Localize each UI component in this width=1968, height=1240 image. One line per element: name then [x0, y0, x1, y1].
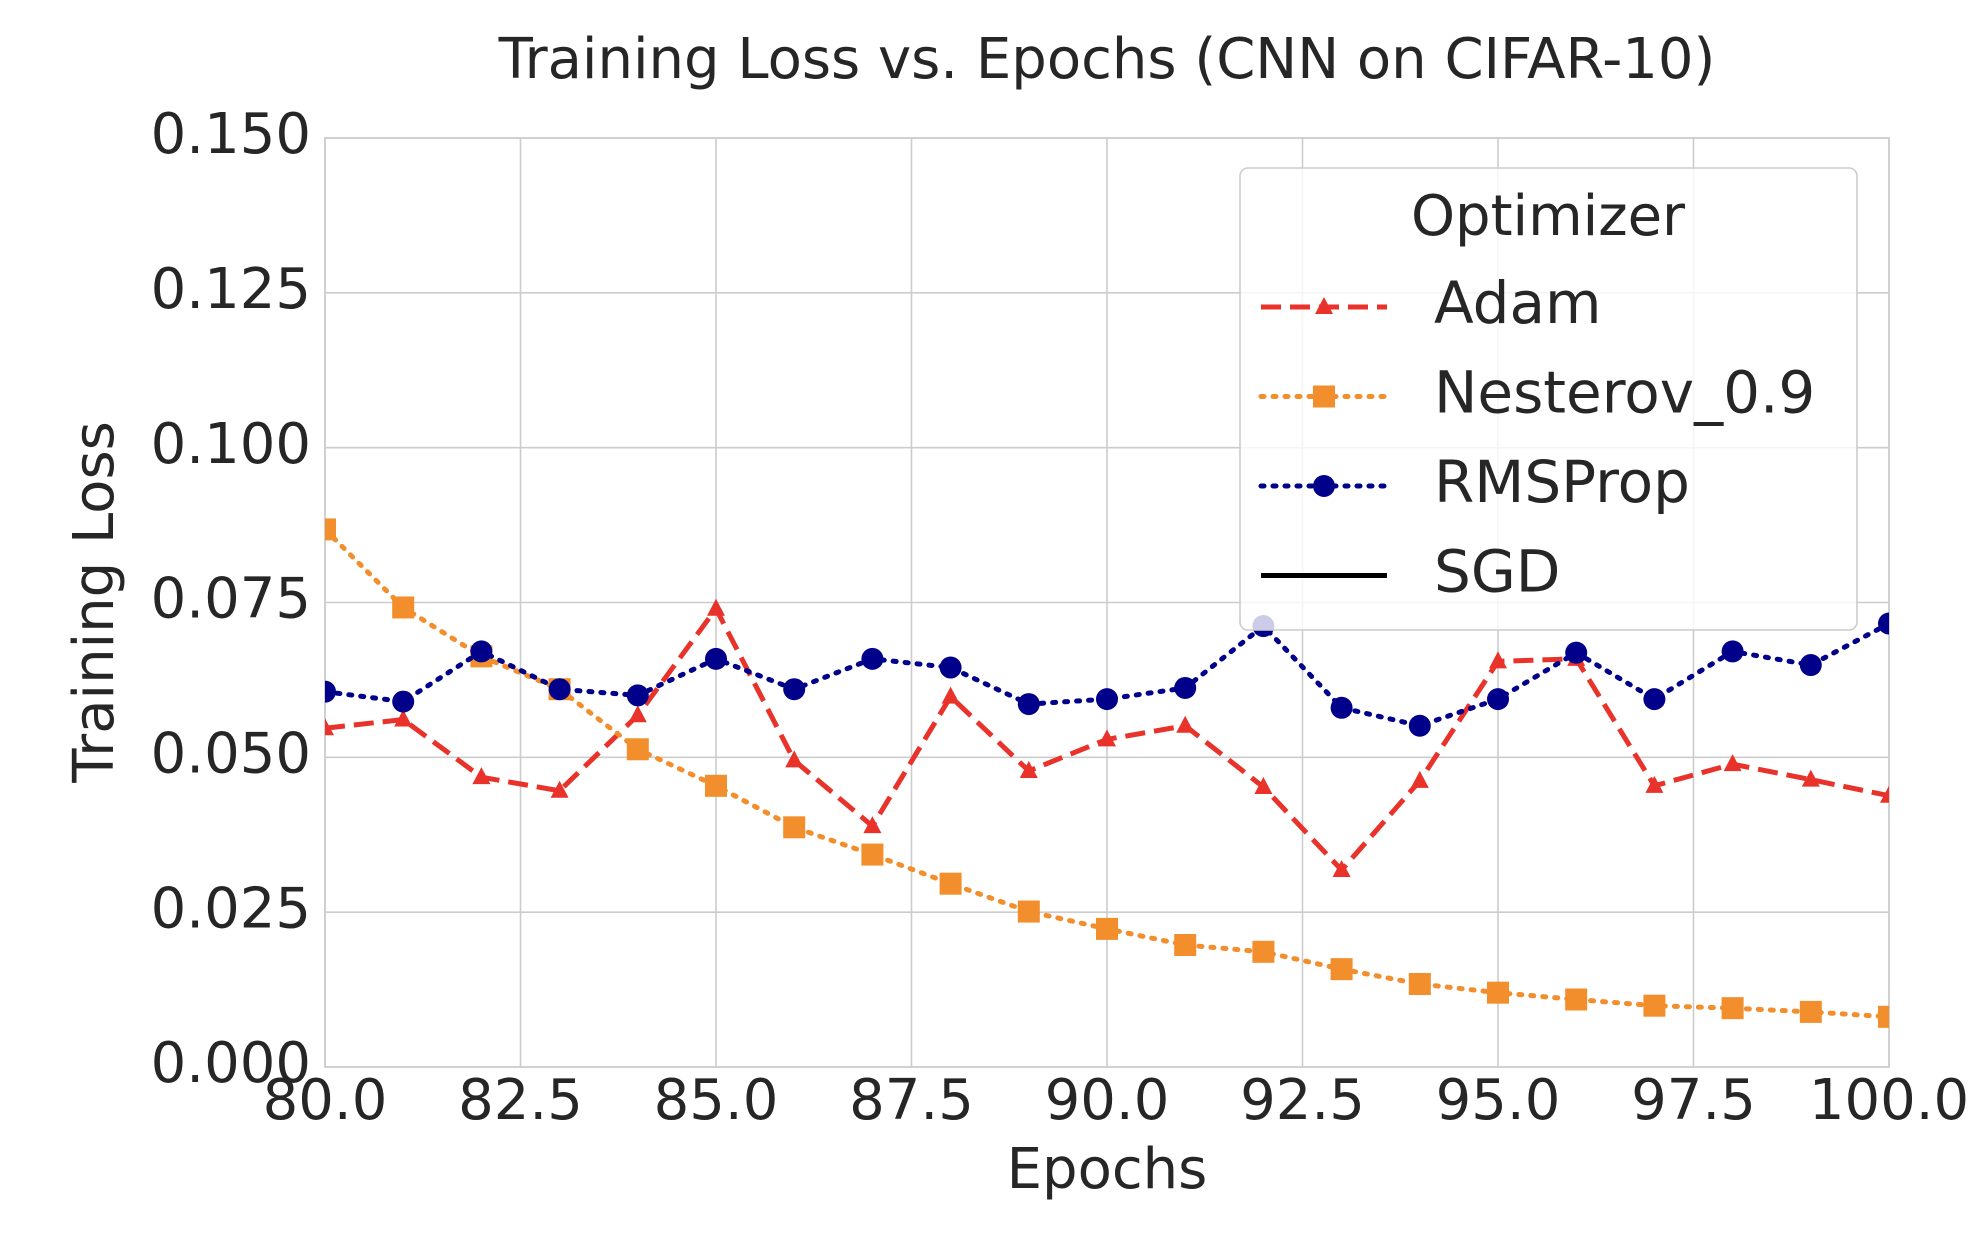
marker [1801, 769, 1820, 787]
marker [1799, 654, 1822, 677]
marker [1410, 770, 1429, 788]
legend-box [1239, 167, 1858, 631]
x-tick-label: 80.0 [263, 1068, 388, 1133]
marker [394, 709, 413, 727]
marker [1489, 651, 1507, 669]
marker [1017, 693, 1040, 716]
x-tick-label: 87.5 [849, 1068, 974, 1133]
marker [707, 598, 725, 616]
legend-label: Adam [1434, 269, 1602, 337]
marker [783, 816, 806, 839]
marker [1878, 612, 1889, 635]
legend: Optimizer Adam Nesterov_0.9 RMSProp SGD [1239, 167, 1858, 631]
marker [1315, 297, 1333, 314]
marker [861, 843, 884, 866]
x-tick-label: 100.0 [1809, 1068, 1968, 1133]
marker [863, 816, 882, 834]
marker [472, 767, 491, 785]
marker [1643, 688, 1666, 711]
marker [1565, 988, 1588, 1011]
marker [325, 718, 334, 736]
plot-frame [324, 137, 1890, 1068]
marker [1408, 973, 1431, 996]
marker [325, 518, 336, 541]
marker [1330, 958, 1353, 981]
marker [392, 690, 415, 713]
marker [1330, 696, 1353, 719]
marker [1487, 688, 1509, 711]
marker [939, 656, 962, 679]
marker [939, 872, 962, 895]
marker [1721, 997, 1744, 1020]
y-tick-label: 0.100 [151, 412, 311, 477]
marker [705, 774, 727, 797]
marker [1313, 385, 1335, 408]
legend-label: SGD [1434, 538, 1560, 606]
chart-title: Training Loss vs. Epochs (CNN on CIFAR-1… [498, 27, 1716, 92]
y-tick-label: 0.050 [151, 721, 311, 786]
marker [1313, 475, 1335, 497]
marker [470, 640, 493, 663]
marker [1880, 785, 1889, 803]
marker [1332, 860, 1351, 878]
x-tick-label: 95.0 [1436, 1068, 1561, 1133]
x-tick-label: 92.5 [1240, 1068, 1365, 1133]
marker [1252, 940, 1275, 963]
marker [1254, 777, 1273, 795]
marker [550, 780, 569, 798]
marker [1017, 900, 1040, 923]
marker [1019, 760, 1038, 778]
marker [1645, 775, 1664, 793]
legend-label: Nesterov_0.9 [1434, 359, 1815, 427]
marker [548, 678, 571, 701]
marker [1096, 917, 1118, 940]
marker [626, 684, 649, 707]
legend-title: Optimizer [1411, 184, 1686, 249]
marker [1565, 641, 1588, 664]
marker [1174, 933, 1197, 956]
x-tick-label: 82.5 [458, 1068, 583, 1133]
y-tick-label: 0.075 [151, 567, 311, 632]
x-tick-label: 85.0 [654, 1068, 779, 1133]
x-tick-label: 90.0 [1045, 1068, 1170, 1133]
marker [1408, 714, 1431, 737]
marker [1643, 994, 1666, 1017]
y-axis-label: Training Loss [62, 421, 127, 784]
marker [1723, 754, 1742, 772]
marker [941, 686, 960, 704]
y-tick-label: 0.025 [151, 876, 311, 941]
marker [1487, 981, 1509, 1004]
marker [392, 596, 415, 619]
x-axis-label: Epochs [1007, 1137, 1208, 1202]
marker [626, 738, 649, 761]
marker [1878, 1005, 1889, 1028]
series-line [325, 621, 1889, 729]
marker [861, 647, 884, 670]
marker [1176, 715, 1195, 733]
marker [325, 680, 336, 703]
plot-area [325, 518, 1889, 1028]
marker [1096, 688, 1118, 711]
marker [1721, 640, 1744, 663]
marker [1174, 676, 1197, 699]
y-tick-label: 0.125 [151, 257, 311, 322]
marker [1098, 729, 1116, 747]
marker [785, 750, 804, 768]
marker [1799, 1000, 1822, 1023]
x-tick-label: 97.5 [1631, 1068, 1756, 1133]
marker [628, 705, 647, 723]
y-tick-label: 0.000 [151, 1031, 311, 1096]
y-tick-label: 0.150 [151, 102, 311, 167]
marker [783, 678, 806, 701]
marker [705, 647, 727, 670]
legend-label: RMSProp [1434, 448, 1690, 516]
